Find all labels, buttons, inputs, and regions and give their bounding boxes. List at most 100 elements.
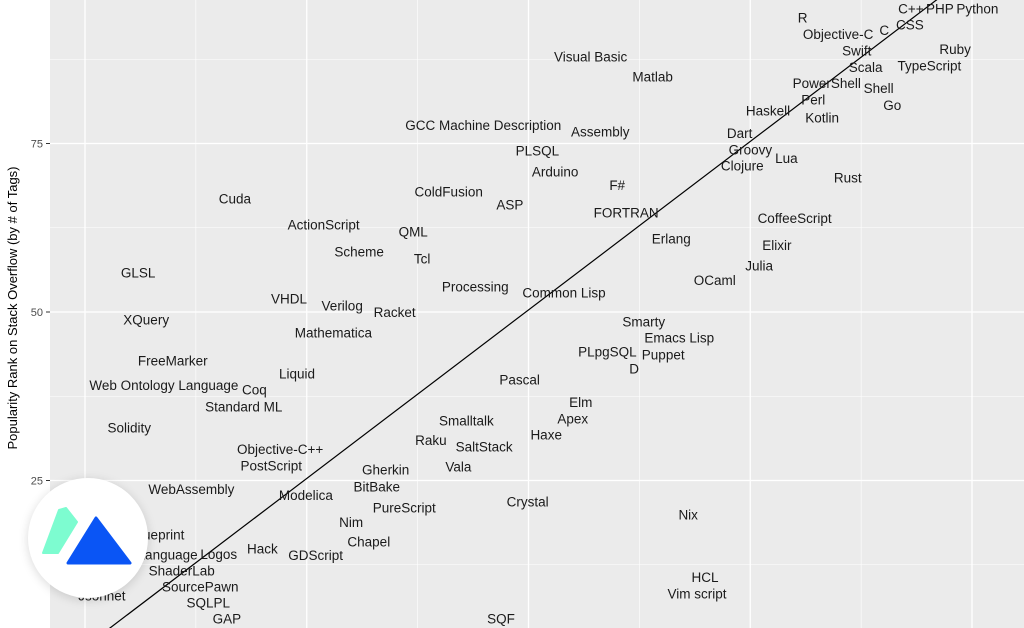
point-label: Haskell <box>746 104 790 119</box>
watermark-logo <box>28 478 148 598</box>
point-label: PostScript <box>241 458 303 473</box>
point-label: Logos <box>200 547 237 562</box>
point-label: PHP <box>926 2 954 17</box>
point-label: XQuery <box>123 313 169 328</box>
point-label: Swift <box>842 44 872 59</box>
point-label: Apex <box>557 412 588 427</box>
y-tick-label: 50 <box>31 307 43 319</box>
point-label: Web Ontology Language <box>89 378 238 393</box>
point-label: F# <box>609 178 625 193</box>
point-label: PLpgSQL <box>578 345 637 360</box>
point-label: Cuda <box>219 191 252 206</box>
point-label: Kotlin <box>805 110 839 125</box>
point-label: C <box>879 23 889 38</box>
point-label: VHDL <box>271 292 308 307</box>
point-label: GCC Machine Description <box>405 118 561 133</box>
point-label: Racket <box>374 305 416 320</box>
point-label: Dart <box>727 126 753 141</box>
point-label: ColdFusion <box>415 185 483 200</box>
point-label: Tcl <box>414 251 431 266</box>
point-label: Modelica <box>279 488 334 503</box>
point-label: Vim script <box>667 586 726 601</box>
point-label: GDScript <box>288 548 343 563</box>
y-axis-title: Popularity Rank on Stack Overflow (by # … <box>5 167 20 450</box>
point-label: Lua <box>775 151 798 166</box>
point-label: CoffeeScript <box>758 211 832 226</box>
point-label: Crystal <box>507 495 549 510</box>
point-label: Arduino <box>532 164 579 179</box>
point-label: QML <box>399 224 429 239</box>
point-label: GLSL <box>121 265 156 280</box>
point-label: SourcePawn <box>162 579 239 594</box>
point-label: PLSQL <box>516 143 560 158</box>
point-label: Emacs Lisp <box>644 331 714 346</box>
point-label: PureScript <box>373 501 436 516</box>
point-label: Go <box>883 98 901 113</box>
point-label: PowerShell <box>793 76 861 91</box>
point-label: Processing <box>442 280 509 295</box>
point-label: Elm <box>569 395 592 410</box>
point-label: Mathematica <box>295 325 373 340</box>
point-label: Vala <box>445 460 472 475</box>
point-label: Verilog <box>322 298 363 313</box>
point-label: Shell <box>864 81 894 96</box>
point-label: SQLPL <box>187 596 231 611</box>
point-label: BitBake <box>354 479 401 494</box>
y-tick-label: 25 <box>31 476 43 488</box>
trend-line <box>108 0 938 628</box>
plot-panel <box>50 0 1024 628</box>
point-label: Nix <box>678 507 698 522</box>
point-label: Raku <box>415 433 447 448</box>
point-label: GAP <box>213 612 242 627</box>
point-label: FreeMarker <box>138 354 208 369</box>
point-label: Julia <box>745 259 773 274</box>
point-label: Matlab <box>632 69 673 84</box>
mountain-logo-icon <box>42 507 132 565</box>
point-label: Gherkin <box>362 463 409 478</box>
point-label: Scala <box>849 60 883 75</box>
point-label: Python <box>956 2 998 17</box>
point-label: Clojure <box>721 159 764 174</box>
point-label: Coq <box>242 383 267 398</box>
point-label: Standard ML <box>205 399 283 414</box>
point-label: Common Lisp <box>522 286 605 301</box>
point-label: Rust <box>834 170 862 185</box>
point-label: ActionScript <box>288 218 360 233</box>
point-label: Groovy <box>729 143 773 158</box>
point-label: TypeScript <box>898 58 962 73</box>
point-label: Erlang <box>652 232 691 247</box>
point-label: Ruby <box>939 42 971 57</box>
point-label: HCL <box>691 570 718 585</box>
point-label: Puppet <box>642 347 685 362</box>
point-label: Perl <box>801 92 825 107</box>
point-label: Pascal <box>499 373 540 388</box>
grid-lines <box>50 0 1024 628</box>
point-label: Assembly <box>571 125 630 140</box>
point-label: OCaml <box>694 273 736 288</box>
point-label: Elixir <box>762 238 792 253</box>
point-label: Solidity <box>108 420 152 435</box>
point-label: SaltStack <box>456 439 513 454</box>
point-label: Smalltalk <box>439 414 494 429</box>
point-label: CSS <box>896 18 924 33</box>
point-label: Objective-C++ <box>237 442 323 457</box>
point-label: Haxe <box>530 428 562 443</box>
point-label: Objective-C <box>803 27 874 42</box>
point-label: Liquid <box>279 367 315 382</box>
y-tick-label: 75 <box>31 139 43 151</box>
point-label: ASP <box>496 197 523 212</box>
point-label: R <box>798 11 808 26</box>
point-label: C++ <box>898 2 924 17</box>
point-label: Nim <box>339 515 363 530</box>
point-label: Scheme <box>334 245 384 260</box>
point-label: Smarty <box>622 314 665 329</box>
point-label: WebAssembly <box>148 482 234 497</box>
y-axis: 25 50 75 <box>31 139 50 488</box>
point-label: Hack <box>247 542 278 557</box>
point-label: Chapel <box>347 534 390 549</box>
point-label: Language <box>138 547 198 562</box>
point-label: Visual Basic <box>554 50 628 65</box>
point-label: FORTRAN <box>594 205 659 220</box>
